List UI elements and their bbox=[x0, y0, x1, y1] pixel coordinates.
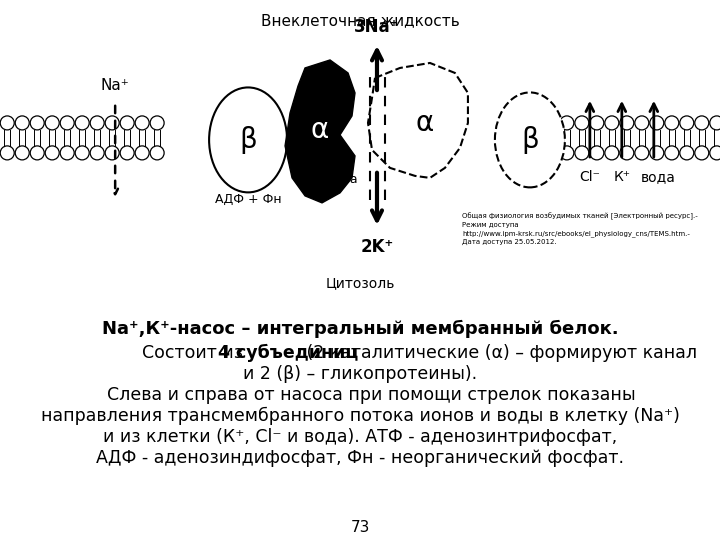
Text: 4 субъединиц: 4 субъединиц bbox=[218, 343, 359, 362]
Text: направления трансмембранного потока ионов и воды в клетку (Na⁺): направления трансмембранного потока ионо… bbox=[40, 407, 680, 425]
Text: Общая физиология возбудимых тканей [Электронный ресурс].-
Режим доступа
http://w: Общая физиология возбудимых тканей [Элек… bbox=[462, 213, 698, 245]
Text: АТФ-аза: АТФ-аза bbox=[305, 173, 359, 186]
Text: β: β bbox=[239, 126, 257, 154]
Text: 2K⁺: 2K⁺ bbox=[361, 238, 394, 256]
Text: АТФ: АТФ bbox=[245, 173, 271, 186]
Text: Состоит из: Состоит из bbox=[143, 343, 249, 361]
Text: и из клетки (К⁺, Cl⁻ и вода). АТФ - аденозинтрифосфат,: и из клетки (К⁺, Cl⁻ и вода). АТФ - аден… bbox=[103, 428, 617, 445]
Text: К⁺: К⁺ bbox=[613, 170, 630, 184]
Polygon shape bbox=[368, 63, 468, 178]
Text: Слева и справа от насоса при помощи стрелок показаны: Слева и справа от насоса при помощи стре… bbox=[85, 386, 635, 403]
Text: 73: 73 bbox=[351, 520, 369, 535]
Text: Na⁺: Na⁺ bbox=[101, 78, 130, 93]
Text: α: α bbox=[311, 116, 329, 144]
Text: АДФ + Фн: АДФ + Фн bbox=[215, 193, 282, 206]
Text: Na⁺,К⁺-насос – интегральный мембранный белок.: Na⁺,К⁺-насос – интегральный мембранный б… bbox=[102, 320, 618, 338]
Polygon shape bbox=[285, 60, 355, 203]
Text: α: α bbox=[416, 109, 434, 137]
Text: Cl⁻: Cl⁻ bbox=[580, 170, 600, 184]
Text: (2 каталитические (α) – формируют канал: (2 каталитические (α) – формируют канал bbox=[301, 343, 698, 361]
Ellipse shape bbox=[209, 87, 287, 192]
Text: 3Na⁺: 3Na⁺ bbox=[354, 18, 400, 36]
Text: АДФ - аденозиндифосфат, Фн - неорганический фосфат.: АДФ - аденозиндифосфат, Фн - неорганичес… bbox=[96, 449, 624, 467]
Text: Цитозоль: Цитозоль bbox=[325, 276, 395, 290]
Ellipse shape bbox=[495, 92, 565, 187]
Text: Внеклеточная жидкость: Внеклеточная жидкость bbox=[261, 13, 459, 28]
Text: β: β bbox=[521, 126, 539, 154]
Text: вода: вода bbox=[640, 170, 675, 184]
Text: и 2 (β) – гликопротеины).: и 2 (β) – гликопротеины). bbox=[243, 364, 477, 382]
